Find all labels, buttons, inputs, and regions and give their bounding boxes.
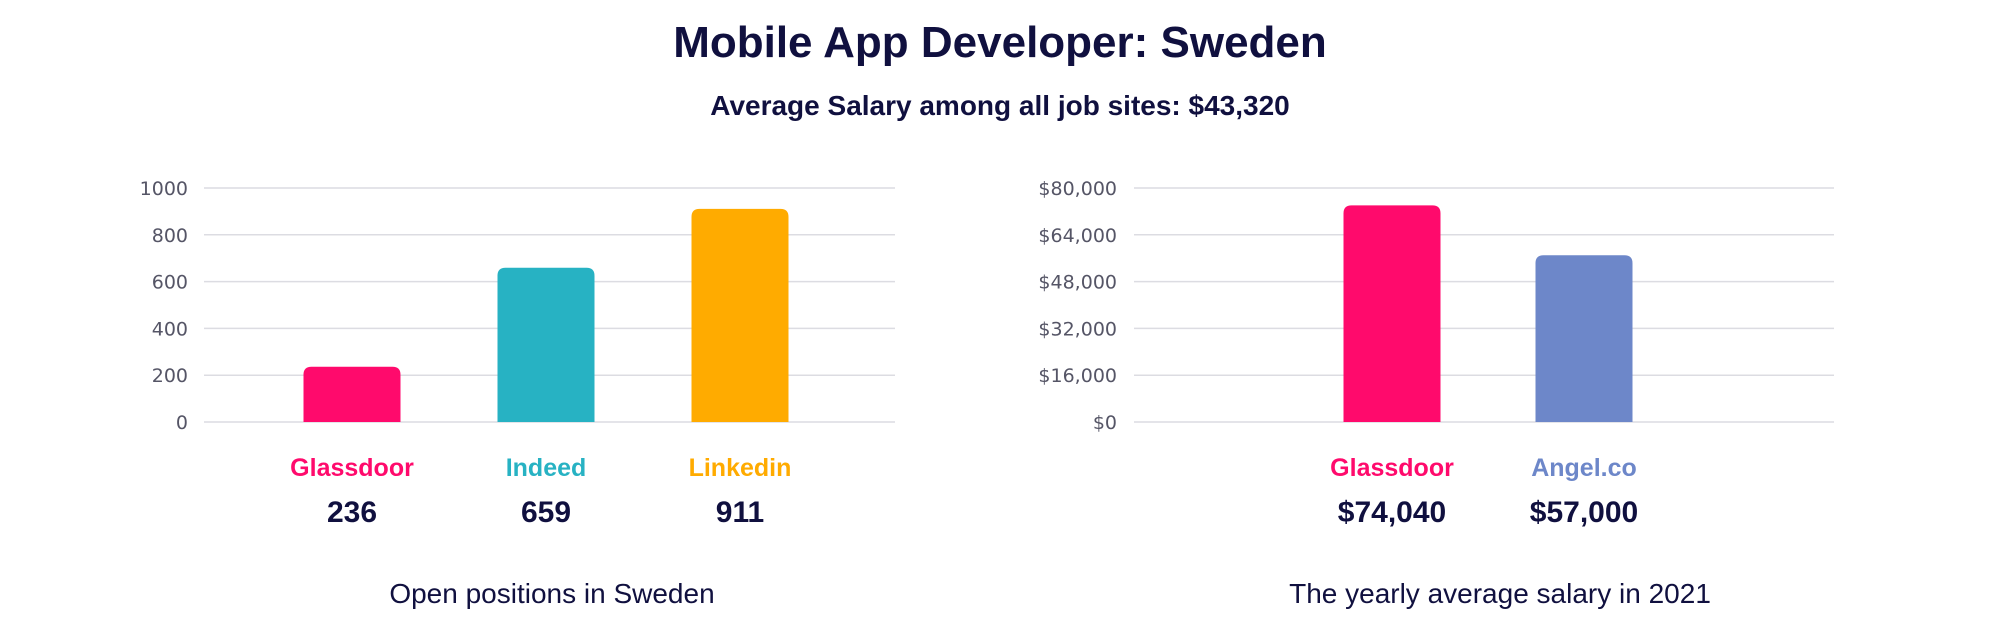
- y-tick-label: $0: [1093, 412, 1117, 434]
- open-positions-caption: Open positions in Sweden: [389, 578, 715, 609]
- average-salary-chart-svg: $0 $16,000 $32,000 $48,000 $64,000 $80,000 Gla…: [1038, 178, 1834, 529]
- y-tick-label: $48,000: [1038, 272, 1117, 294]
- category-label: Angel.co: [1531, 454, 1637, 482]
- category-label: Glassdoor: [290, 454, 414, 482]
- y-tick-label: 600: [152, 272, 188, 294]
- category-label: Linkedin: [689, 454, 792, 482]
- bar-indeed: [497, 267, 595, 422]
- page-title: Mobile App Developer: Sweden: [673, 18, 1327, 67]
- value-label: 236: [327, 496, 377, 529]
- open-positions-chart: 0 200 400 600 800 1000 Glassdoor 236 Indeed 659 Li…: [0, 160, 1000, 620]
- y-tick-label: $80,000: [1038, 178, 1117, 200]
- value-label: $74,040: [1338, 496, 1446, 529]
- bar-glassdoor: [1343, 205, 1441, 422]
- bar-linkedin: [691, 208, 789, 422]
- y-tick-label: 800: [152, 225, 188, 247]
- category-label: Indeed: [506, 454, 587, 482]
- category-label: Glassdoor: [1330, 454, 1454, 482]
- average-salary-caption: The yearly average salary in 2021: [1289, 578, 1711, 609]
- y-tick-label: $32,000: [1038, 318, 1117, 340]
- average-salary-chart: $0 $16,000 $32,000 $48,000 $64,000 $80,000 Gla…: [1000, 160, 2000, 620]
- value-label: $57,000: [1530, 496, 1638, 529]
- y-tick-label: 400: [152, 318, 188, 340]
- bar-glassdoor: [303, 366, 401, 422]
- y-tick-label: $16,000: [1038, 365, 1117, 387]
- y-tick-label: 0: [176, 412, 188, 434]
- page-subtitle: Average Salary among all job sites: $43,…: [710, 90, 1290, 121]
- value-label: 659: [521, 496, 571, 529]
- y-tick-label: $64,000: [1038, 225, 1117, 247]
- bar-angel-co: [1535, 255, 1633, 422]
- y-tick-label: 1000: [140, 178, 188, 200]
- y-tick-label: 200: [152, 365, 188, 387]
- open-positions-chart-svg: 0 200 400 600 800 1000 Glassdoor 236 Indeed 659 Li…: [140, 178, 895, 529]
- value-label: 911: [716, 496, 764, 529]
